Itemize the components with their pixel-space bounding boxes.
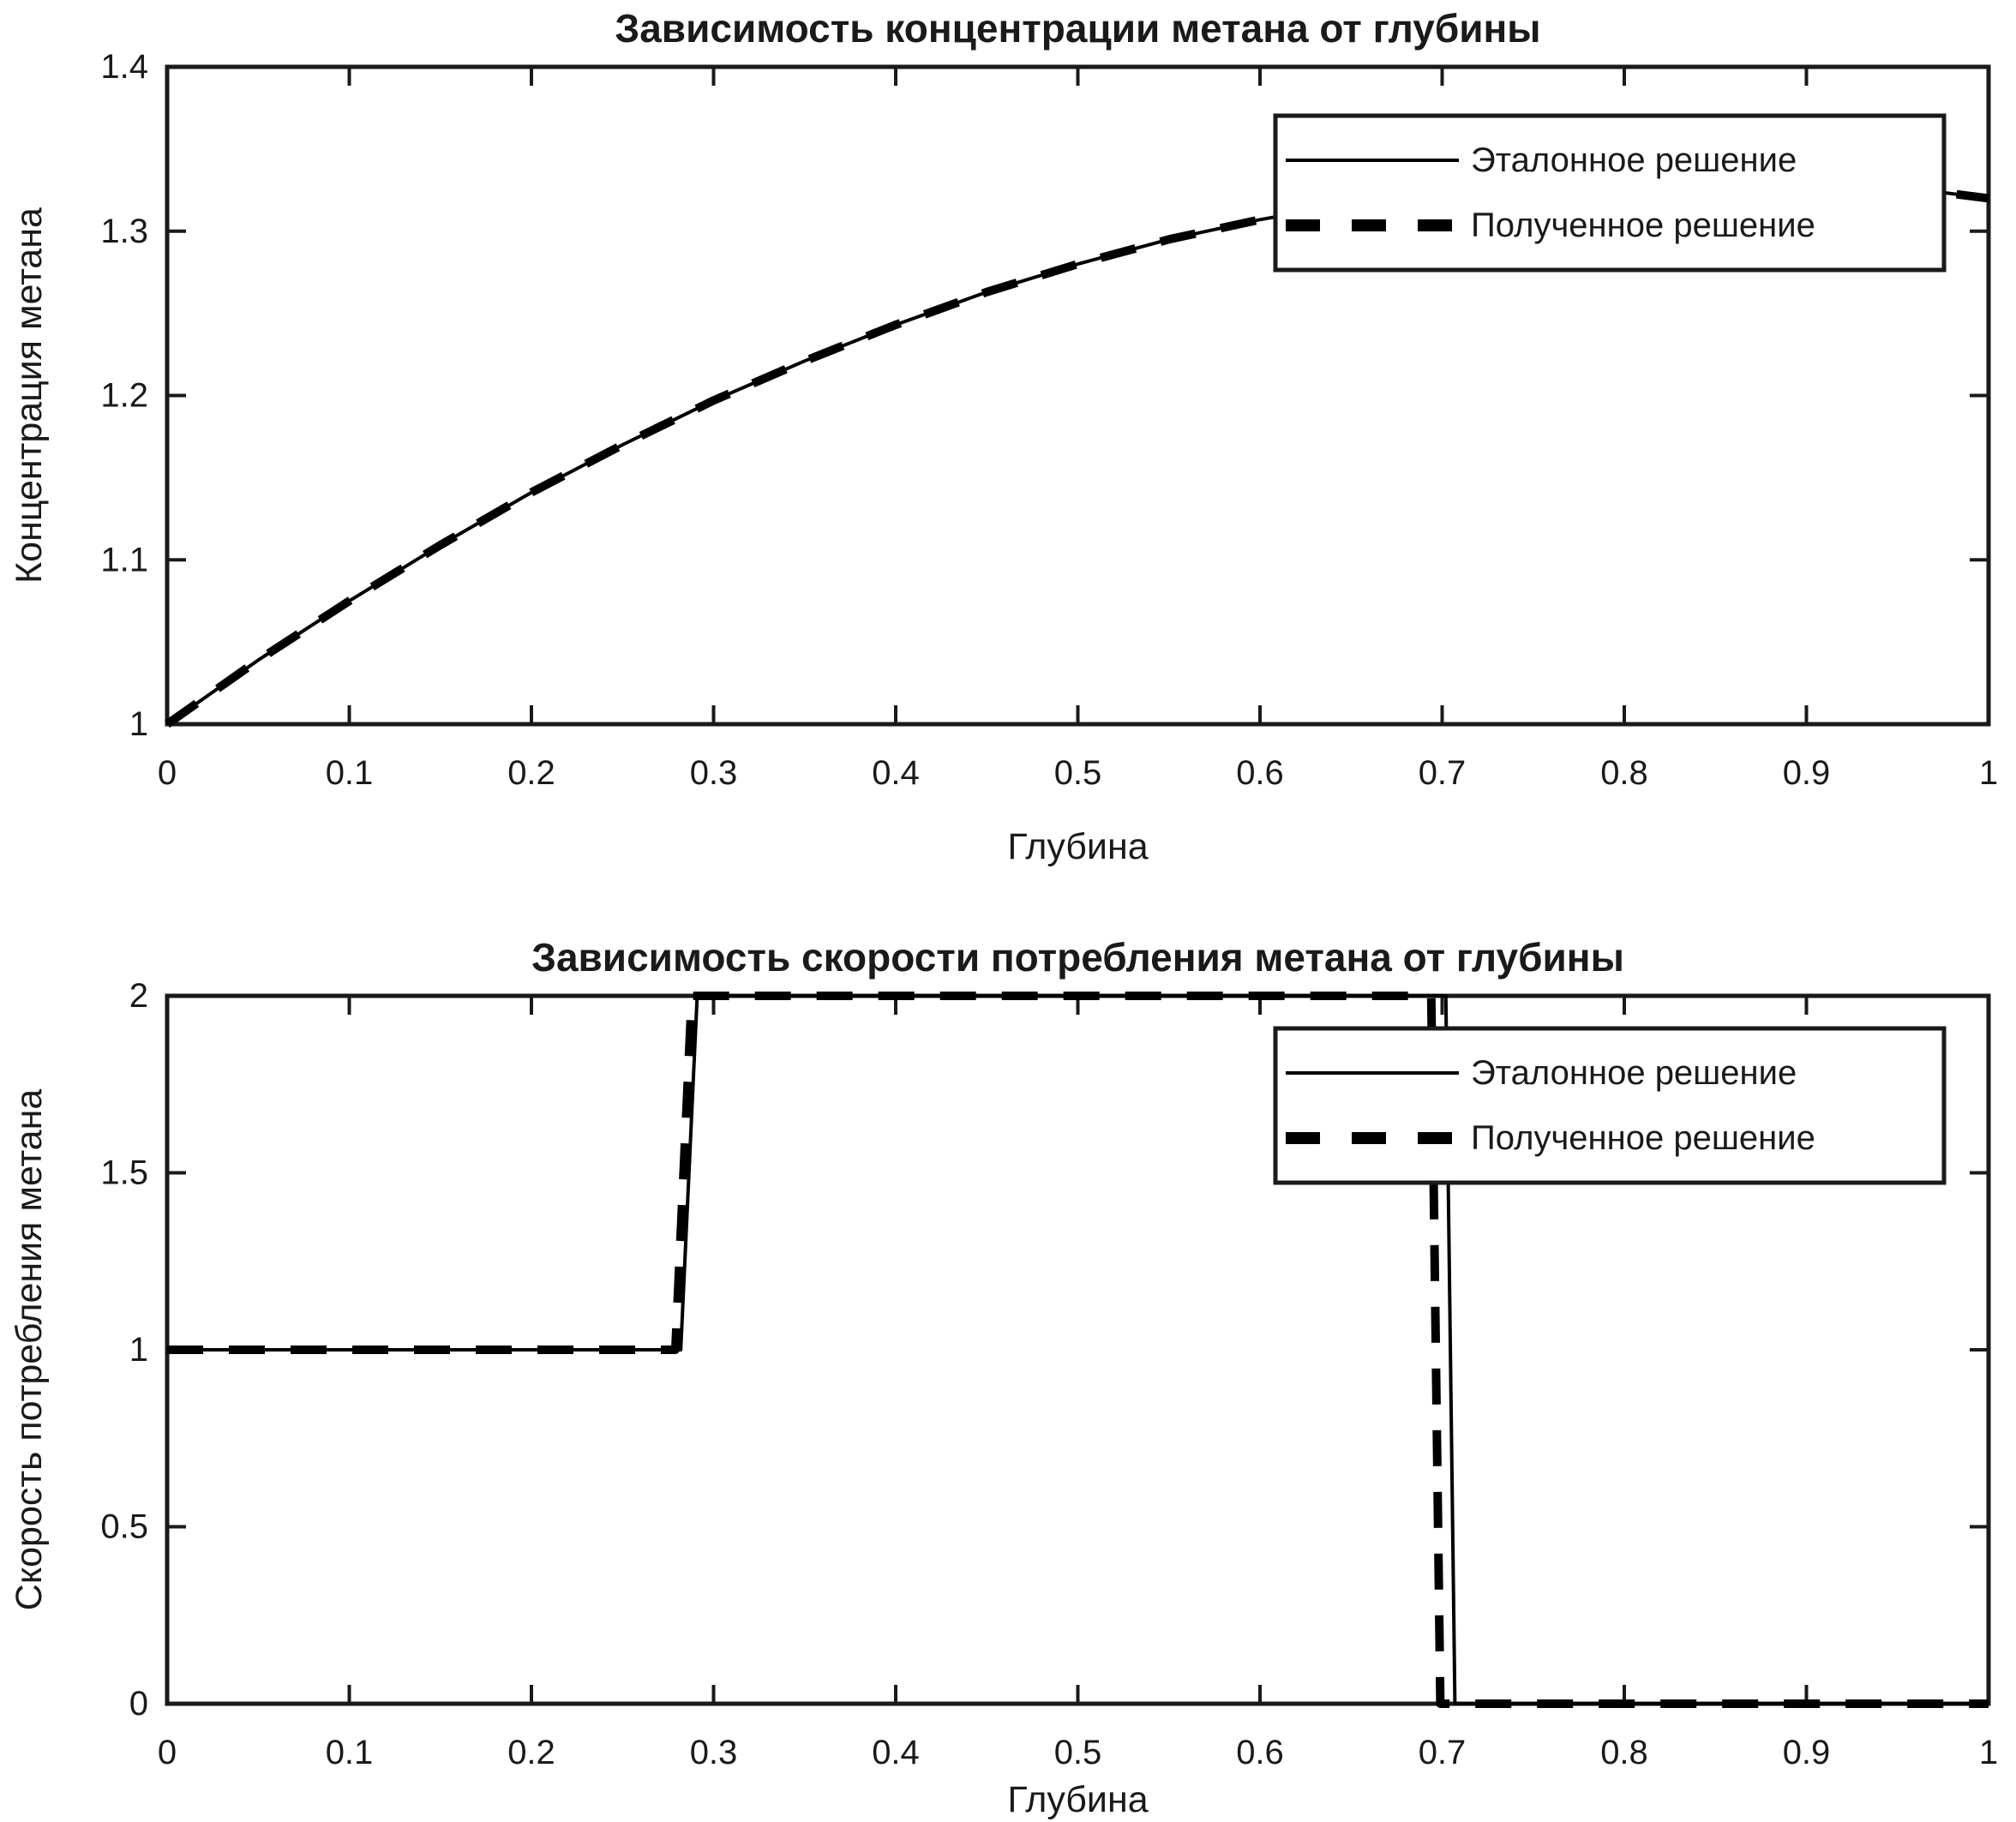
x-axis-label: Глубина — [1007, 826, 1148, 867]
y-tick-label: 1.5 — [100, 1154, 148, 1192]
x-tick-label: 0.2 — [507, 754, 555, 792]
x-tick-label: 0.3 — [690, 754, 738, 792]
y-tick-label: 1.1 — [100, 541, 148, 578]
legend: Эталонное решение Полученное решение — [1273, 1026, 1947, 1185]
x-tick-label: 0.4 — [872, 1734, 920, 1771]
y-tick-label: 2 — [129, 977, 148, 1015]
y-tick-label: 0.5 — [100, 1508, 148, 1546]
legend-label: Эталонное решение — [1471, 141, 1797, 179]
chart-title: Зависимость скорости потребления метана … — [531, 935, 1624, 980]
x-tick-label: 0.8 — [1600, 1734, 1648, 1771]
y-tick-label: 0 — [129, 1685, 148, 1723]
x-tick-label: 0.9 — [1783, 754, 1831, 792]
y-tick-label: 1 — [129, 705, 148, 743]
y-axis-label: Скорость потребления метана — [9, 1089, 50, 1611]
x-tick-label: 0 — [158, 1734, 177, 1771]
legend-box — [1273, 113, 1947, 273]
x-tick-label: 0.1 — [326, 754, 374, 792]
x-tick-label: 0.9 — [1783, 1734, 1831, 1771]
subplot-2: 0 0.1 0.2 0.3 0.4 0.5 0.6 0.7 0.8 0.9 1 0 0.5 1 1.5 2 За… — [9, 935, 1998, 1820]
y-tick-label: 1.3 — [100, 213, 148, 250]
x-tick-label: 0.2 — [507, 1734, 555, 1771]
x-axis-label: Глубина — [1007, 1779, 1148, 1820]
x-tick-label: 0.5 — [1054, 1734, 1102, 1771]
x-tick-label: 0.7 — [1419, 754, 1467, 792]
x-tick-label: 0.5 — [1054, 754, 1102, 792]
x-tick-label: 1 — [1979, 1734, 1998, 1771]
x-tick-label: 0.7 — [1419, 1734, 1467, 1771]
x-tick-label: 0.6 — [1236, 754, 1284, 792]
legend-label: Полученное решение — [1471, 1119, 1815, 1157]
chart-title: Зависимость концентрации метана от глуби… — [615, 6, 1540, 51]
x-tick-label: 0.1 — [326, 1734, 374, 1771]
x-tick-label: 0.8 — [1600, 754, 1648, 792]
subplot-1: 0 0.1 0.2 0.3 0.4 0.5 0.6 0.7 0.8 0.9 1 1 1.1 1.2 1.3 1… — [9, 6, 1998, 867]
y-tick-label: 1 — [129, 1331, 148, 1369]
x-tick-label: 0.4 — [872, 754, 920, 792]
x-tick-label: 0 — [158, 754, 177, 792]
y-tick-label: 1.4 — [100, 48, 148, 86]
x-tick-label: 1 — [1979, 754, 1998, 792]
legend-box — [1273, 1026, 1947, 1185]
x-tick-label: 0.6 — [1236, 1734, 1284, 1771]
y-axis-label: Концентрация метана — [9, 207, 50, 584]
legend-label: Полученное решение — [1471, 207, 1815, 244]
legend: Эталонное решение Полученное решение — [1273, 113, 1947, 273]
y-tick-label: 1.2 — [100, 377, 148, 415]
legend-label: Эталонное решение — [1471, 1054, 1797, 1092]
x-tick-label: 0.3 — [690, 1734, 738, 1771]
